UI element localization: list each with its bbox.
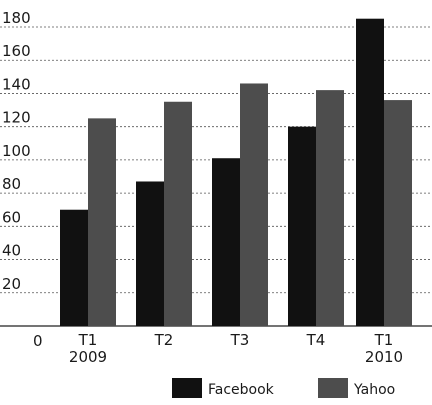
y-axis-ticks: 0 20 40 60 80 100 120 140 160 180: [2, 9, 43, 350]
bars: [60, 18, 412, 327]
bar-facebook-0: [60, 209, 88, 326]
y-tick-label: 180: [2, 9, 31, 27]
bar-yahoo-2: [240, 83, 268, 326]
y-tick-label: 160: [2, 42, 31, 60]
legend: Facebook Yahoo: [172, 378, 395, 398]
x-tick-label: T4: [306, 331, 326, 349]
y-tick-label: 20: [2, 275, 21, 293]
bar-yahoo-4: [384, 100, 412, 326]
x-tick-label: 2009: [69, 348, 107, 366]
y-tick-label: 100: [2, 142, 31, 160]
legend-label-facebook: Facebook: [208, 382, 275, 398]
legend-swatch-facebook: [172, 378, 202, 398]
x-tick-label: 2010: [365, 348, 403, 366]
bar-yahoo-0: [88, 118, 116, 326]
bar-yahoo-3: [316, 90, 344, 326]
bar-yahoo-1: [164, 101, 192, 326]
y-tick-label: 40: [2, 242, 21, 260]
y-tick-label: 60: [2, 208, 21, 226]
x-tick-label: T1: [374, 331, 394, 349]
y-tick-label: 120: [2, 109, 31, 127]
bar-facebook-1: [136, 181, 164, 326]
legend-swatch-yahoo: [318, 378, 348, 398]
y-tick-label: 0: [33, 332, 43, 350]
x-tick-label: T1: [78, 331, 98, 349]
legend-label-yahoo: Yahoo: [353, 382, 395, 398]
bar-facebook-2: [212, 158, 240, 326]
y-tick-label: 140: [2, 75, 31, 93]
x-tick-label: T3: [230, 331, 250, 349]
bar-facebook-3: [288, 126, 316, 327]
y-tick-label: 80: [2, 175, 21, 193]
x-tick-label: T2: [154, 331, 174, 349]
bar-facebook-4: [356, 18, 384, 326]
